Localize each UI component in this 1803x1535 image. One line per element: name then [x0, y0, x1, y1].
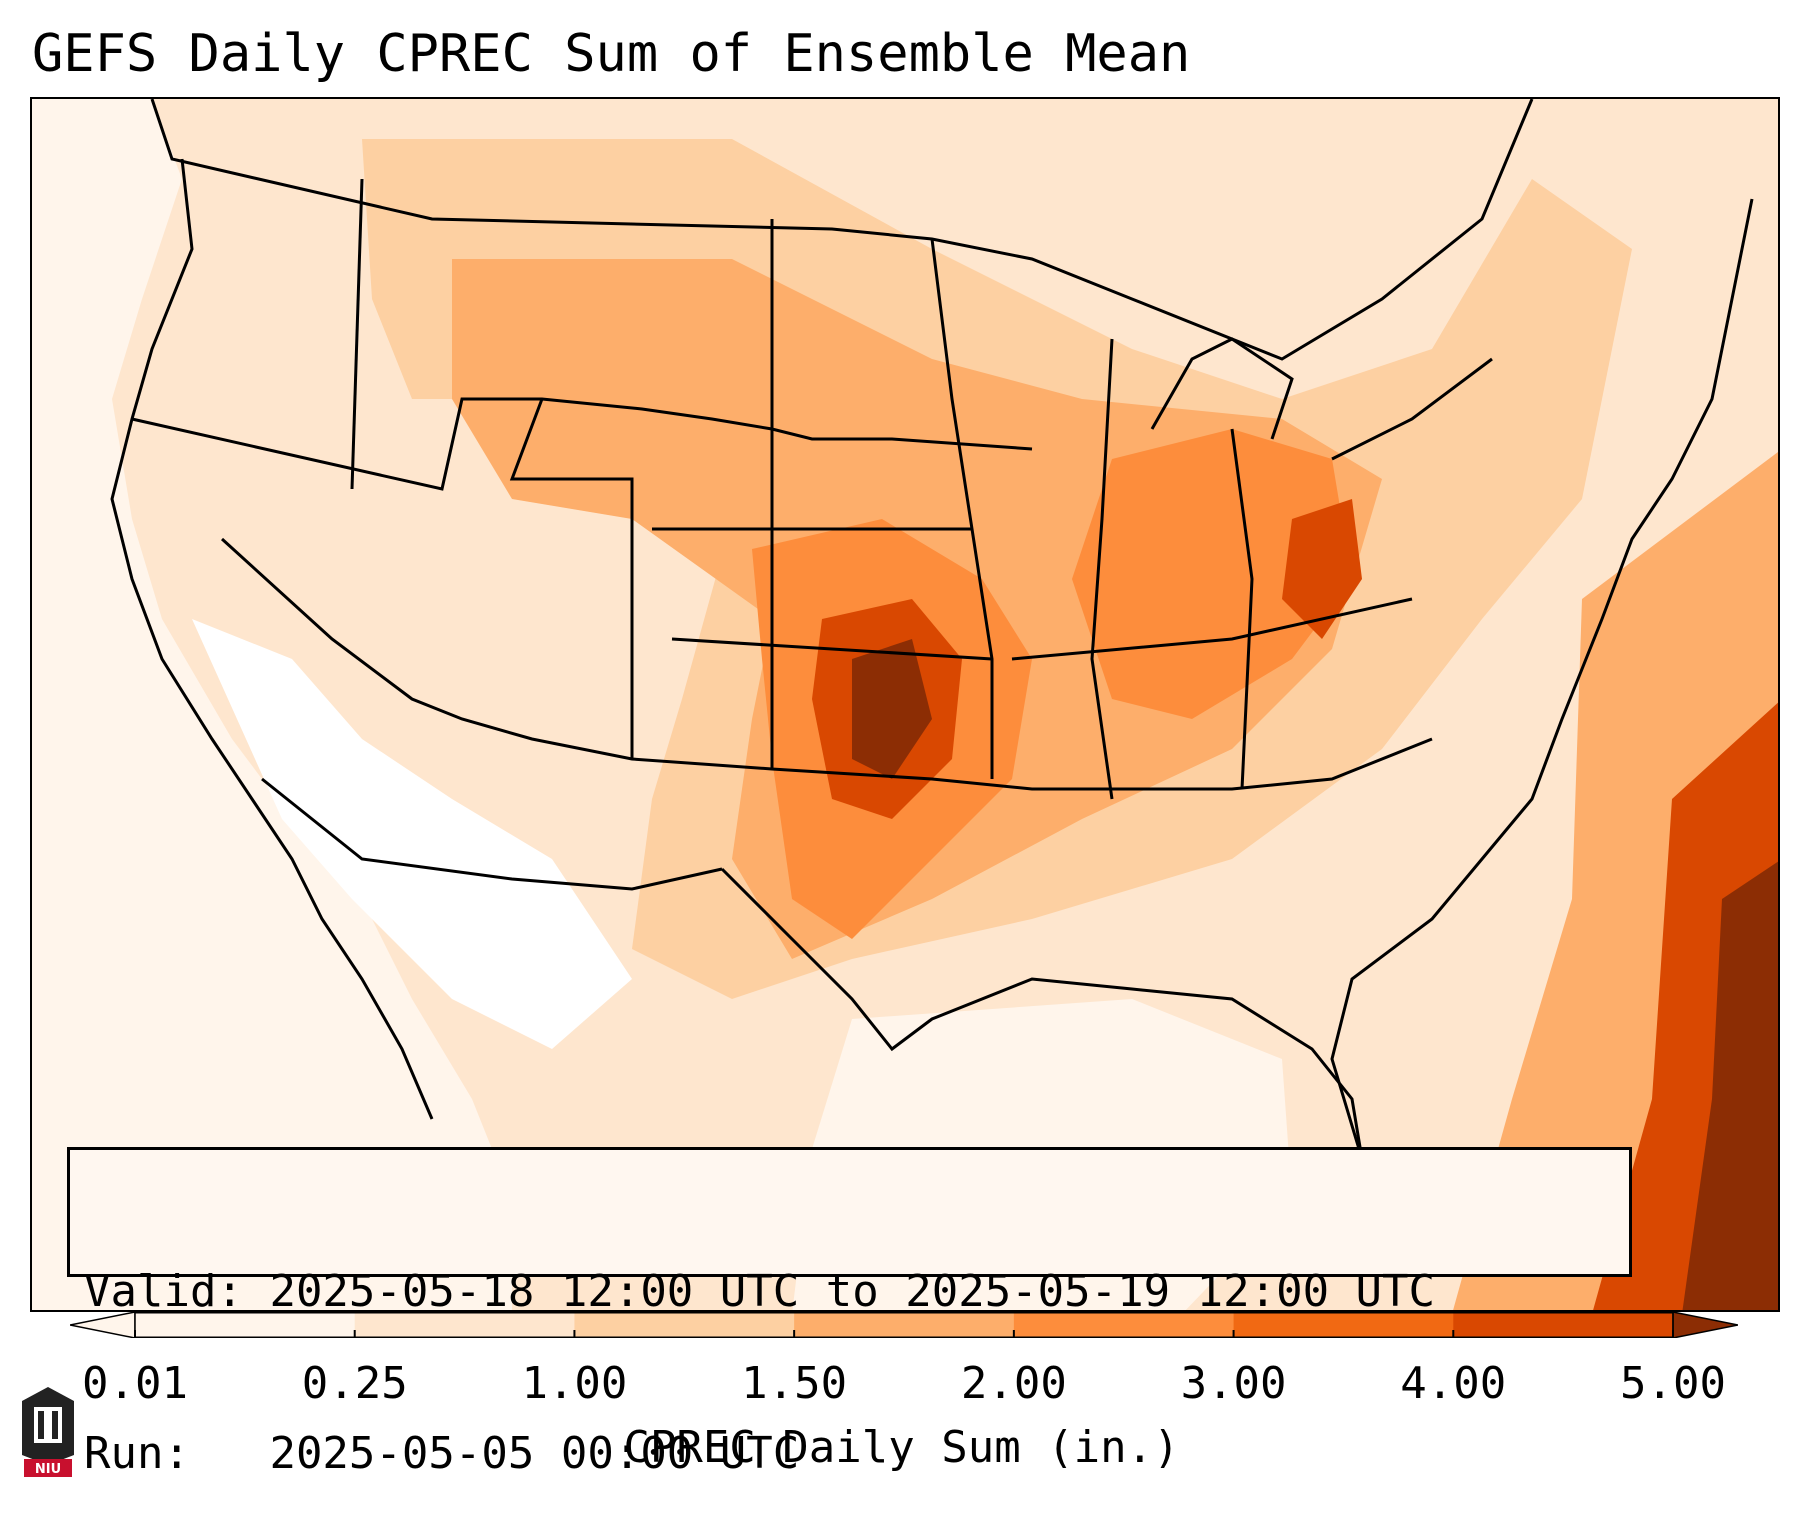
- state-line-north: [131, 397, 1033, 491]
- valid-label: Valid:: [84, 1266, 243, 1317]
- great-lakes: [1150, 337, 1294, 440]
- colorbar-extend-low: [70, 1312, 136, 1338]
- valid-value: 2025-05-18 12:00 UTC to 2025-05-19 12:00…: [269, 1266, 1436, 1317]
- state-line-6: [1230, 428, 1254, 790]
- map-title: GEFS Daily CPREC Sum of Ensemble Mean: [32, 24, 1191, 84]
- colorbar-tick-label: 1.50: [741, 1358, 848, 1409]
- colorbar-label: CPREC Daily Sum (in.): [623, 1422, 1180, 1473]
- niu-logo-icon: NIU: [22, 1387, 74, 1477]
- field-oklahoma-max: [852, 639, 932, 779]
- run-value: 2025-05-05 00:00 UTC: [269, 1428, 800, 1479]
- state-line-2: [509, 398, 634, 759]
- field-appalachian-high: [1282, 499, 1362, 639]
- colorbar-segment: [354, 1312, 575, 1338]
- us-mexico-border: [261, 777, 723, 891]
- atlantic-coastline: [1330, 198, 1754, 1160]
- boundaries: [110, 99, 1754, 1160]
- svg-text:NIU: NIU: [35, 1462, 61, 1477]
- valid-line: Valid: 2025-05-18 12:00 UTC to 2025-05-1…: [84, 1265, 1615, 1319]
- colorbar-tick-label: 2.00: [960, 1358, 1067, 1409]
- colorbar: [70, 1312, 1738, 1338]
- colorbar-tick-label: 4.00: [1400, 1358, 1507, 1409]
- colorbar-segment: [574, 1312, 795, 1338]
- colorbar-tick-label: 1.00: [521, 1358, 628, 1409]
- colorbar-tick-label: 5.00: [1620, 1358, 1726, 1409]
- colorbar-tick-label: 0.25: [301, 1358, 408, 1409]
- canada-border: [150, 99, 1534, 361]
- colorbar-tick-label: 3.00: [1180, 1358, 1287, 1409]
- colorbar-extend-high: [1672, 1312, 1738, 1338]
- run-line: Run: 2025-05-05 00:00 UTC: [84, 1427, 1615, 1481]
- run-label: Run:: [84, 1428, 190, 1479]
- gulf-coastline: [720, 867, 1364, 1160]
- field-dry-southwest: [192, 619, 632, 1049]
- lake-erie-ontario: [1331, 357, 1493, 461]
- map-canvas: [32, 99, 1778, 1310]
- colorbar-segment: [1233, 1312, 1454, 1338]
- valid-run-box: Valid: 2025-05-18 12:00 UTC to 2025-05-1…: [67, 1147, 1632, 1479]
- pacific-coastline: [110, 158, 434, 1120]
- colorbar-tick-label: 0.01: [82, 1358, 188, 1409]
- state-line-9: [1011, 597, 1413, 661]
- state-line-5: [1090, 338, 1114, 800]
- field-atlantic-max: [1682, 861, 1778, 1310]
- field-pacific: [32, 99, 512, 1310]
- state-line-8: [671, 637, 993, 661]
- colorbar-outline: [134, 1312, 1674, 1338]
- colorbar-segment: [794, 1312, 1015, 1338]
- colorbar-segment: [1013, 1312, 1235, 1338]
- precip-map: [30, 97, 1780, 1312]
- colorbar-segment: [1453, 1312, 1674, 1338]
- state-line-1: [350, 178, 364, 490]
- colorbar-segment: [135, 1312, 356, 1338]
